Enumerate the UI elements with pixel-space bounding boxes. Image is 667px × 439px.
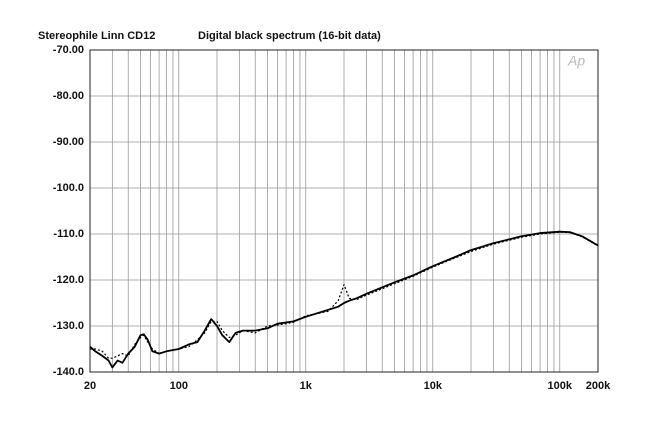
series-line <box>89 230 599 369</box>
chart-title: Stereophile Linn CD12 <box>38 30 155 42</box>
x-tick-label: 100 <box>170 380 188 392</box>
logo: Ap <box>567 53 585 69</box>
chart-subtitle: Digital black spectrum (16-bit data) <box>198 30 381 42</box>
y-tick-label: -100.0 <box>53 182 84 194</box>
y-tick-label: -80.00 <box>53 90 84 102</box>
y-tick-label: -70.00 <box>53 44 84 56</box>
y-tick-label: -130.0 <box>53 320 84 332</box>
y-tick-label: -140.0 <box>53 366 84 378</box>
y-tick-label: -110.0 <box>53 228 84 240</box>
x-tick-label: 200k <box>586 380 611 392</box>
y-tick-label: -90.00 <box>53 136 84 148</box>
series-line <box>90 231 599 359</box>
x-tick-label: 10k <box>424 380 443 392</box>
x-tick-label: 1k <box>300 380 313 392</box>
x-tick-label: 100k <box>548 380 573 392</box>
plot-frame <box>89 49 599 373</box>
x-tick-label: 20 <box>84 380 96 392</box>
y-tick-label: -120.0 <box>53 274 84 286</box>
